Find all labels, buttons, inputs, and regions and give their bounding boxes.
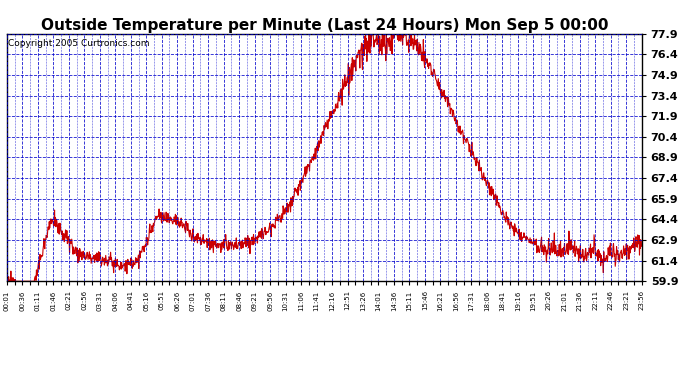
Title: Outside Temperature per Minute (Last 24 Hours) Mon Sep 5 00:00: Outside Temperature per Minute (Last 24 … (41, 18, 608, 33)
Text: Copyright 2005 Curtronics.com: Copyright 2005 Curtronics.com (8, 39, 150, 48)
